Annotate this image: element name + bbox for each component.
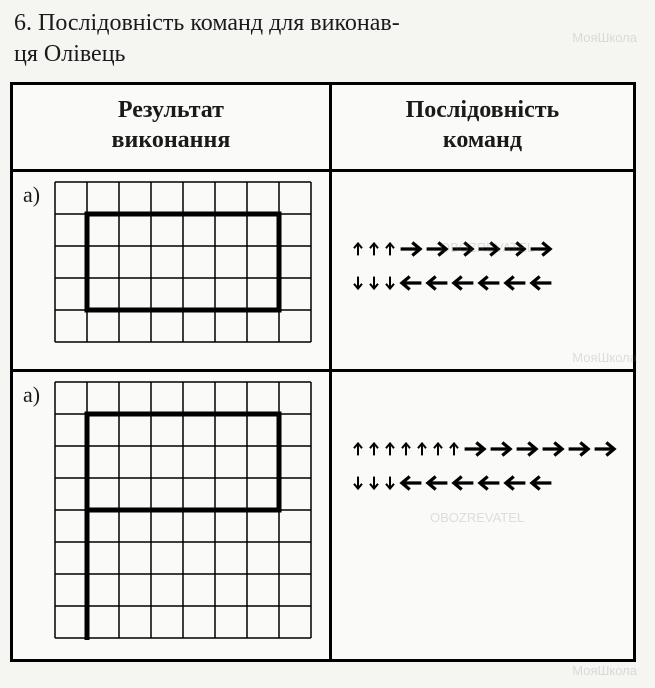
header-right-line2: команд <box>443 127 522 153</box>
header-left: Результат виконання <box>12 84 331 171</box>
grid-drawing-1 <box>53 180 313 349</box>
arrow-right-icon <box>540 436 566 462</box>
arrow-row <box>350 434 618 464</box>
arrow-down-icon <box>366 470 382 496</box>
commands-cell-2 <box>330 371 634 661</box>
arrow-right-icon <box>398 236 424 262</box>
exercise-table: Результат виконання Послідовність команд… <box>10 82 636 662</box>
header-row: Результат виконання Послідовність команд <box>12 84 635 171</box>
arrow-down-icon <box>350 270 366 296</box>
arrow-right-icon <box>476 236 502 262</box>
arrow-sequence-1 <box>350 234 554 302</box>
arrow-left-icon <box>450 270 476 296</box>
header-right: Послідовність команд <box>330 84 634 171</box>
arrow-left-icon <box>424 470 450 496</box>
arrow-left-icon <box>398 270 424 296</box>
arrow-right-icon <box>528 236 554 262</box>
arrow-up-icon <box>398 436 414 462</box>
arrow-right-icon <box>514 436 540 462</box>
commands-cell-1 <box>330 171 634 371</box>
title-line2: ця Олівець <box>14 41 126 67</box>
arrow-down-icon <box>350 470 366 496</box>
exercise-number: 6. <box>14 10 32 36</box>
arrow-left-icon <box>528 270 554 296</box>
arrow-down-icon <box>382 270 398 296</box>
arrow-up-icon <box>366 436 382 462</box>
grid-drawing-2 <box>53 380 313 645</box>
result-cell-1: а) <box>12 171 331 371</box>
arrow-left-icon <box>502 270 528 296</box>
arrow-down-icon <box>366 270 382 296</box>
table-row: а) <box>12 171 635 371</box>
arrow-right-icon <box>592 436 618 462</box>
header-left-line2: виконання <box>112 127 231 153</box>
exercise-title: 6. Послідовність команд для виконав- ця … <box>10 8 645 70</box>
header-right-line1: Послідовність <box>406 97 560 123</box>
arrow-left-icon <box>476 270 502 296</box>
table-row: а) <box>12 371 635 661</box>
result-cell-2: а) <box>12 371 331 661</box>
arrow-up-icon <box>382 436 398 462</box>
arrow-up-icon <box>366 236 382 262</box>
arrow-right-icon <box>488 436 514 462</box>
arrow-up-icon <box>350 436 366 462</box>
watermark: МояШкола <box>572 663 637 678</box>
header-left-line1: Результат <box>118 97 224 123</box>
arrow-left-icon <box>502 470 528 496</box>
arrow-right-icon <box>566 436 592 462</box>
row-label-2: а) <box>23 382 40 408</box>
arrow-up-icon <box>382 236 398 262</box>
arrow-up-icon <box>414 436 430 462</box>
arrow-row <box>350 268 554 298</box>
arrow-left-icon <box>398 470 424 496</box>
row-label-1: а) <box>23 182 40 208</box>
arrow-row <box>350 468 618 498</box>
arrow-right-icon <box>424 236 450 262</box>
arrow-row <box>350 234 554 264</box>
arrow-sequence-2 <box>350 434 618 502</box>
arrow-right-icon <box>450 236 476 262</box>
arrow-right-icon <box>502 236 528 262</box>
arrow-left-icon <box>528 470 554 496</box>
title-line1: Послідовність команд для виконав- <box>38 10 400 36</box>
arrow-left-icon <box>450 470 476 496</box>
arrow-right-icon <box>462 436 488 462</box>
arrow-left-icon <box>424 270 450 296</box>
arrow-up-icon <box>350 236 366 262</box>
arrow-up-icon <box>430 436 446 462</box>
arrow-left-icon <box>476 470 502 496</box>
arrow-down-icon <box>382 470 398 496</box>
arrow-up-icon <box>446 436 462 462</box>
